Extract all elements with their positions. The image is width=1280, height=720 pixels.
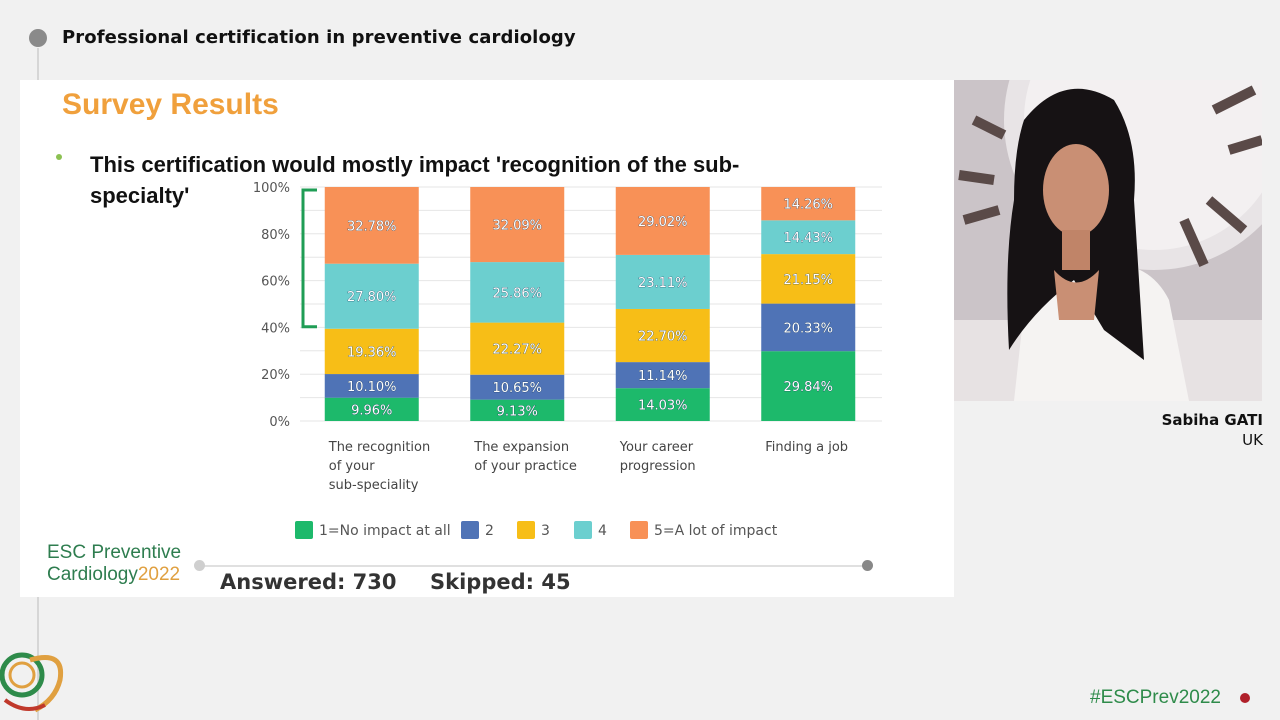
- speaker-video: [954, 80, 1262, 401]
- bar-segment: [324, 374, 419, 398]
- skipped-count: Skipped: 45: [430, 570, 571, 594]
- event-hashtag: #ESCPrev2022: [1090, 687, 1221, 708]
- bar-segment: [470, 262, 565, 323]
- category-label: The recognition: [328, 440, 430, 455]
- slide-title: Survey Results: [62, 88, 279, 121]
- answered-count: Answered: 730: [220, 570, 397, 594]
- stacked-bar-chart: 0% 20% 40% 60% 80% 100% 9.96% 10.10% 19.36% 27.80…: [253, 181, 882, 539]
- data-label: 32.09%: [492, 219, 542, 234]
- bar-segment: [761, 351, 856, 421]
- legend-label: 3: [541, 523, 550, 539]
- legend-swatch: [295, 521, 313, 539]
- congress-emblem-icon: [0, 652, 64, 713]
- speaker-name: Sabiha GATI: [1161, 411, 1263, 429]
- bar-segment: [615, 254, 710, 309]
- category-label: of your: [329, 459, 376, 474]
- speaker-video-frame: [954, 80, 1262, 401]
- legend-label: 5=A lot of impact: [654, 523, 778, 539]
- category-label: Finding a job: [765, 440, 848, 455]
- category-label: sub-speciality: [329, 478, 419, 493]
- session-title: Professional certification in preventive…: [62, 27, 576, 48]
- bar-segment: [470, 322, 565, 375]
- speaker-country: UK: [1242, 431, 1263, 449]
- progress-end-dot: [862, 560, 873, 571]
- legend-label: 1=No impact at all: [319, 523, 451, 539]
- data-label: 10.65%: [492, 381, 542, 396]
- category-label: progression: [620, 459, 696, 474]
- bar-segment: [615, 388, 710, 421]
- data-label: 25.86%: [492, 286, 542, 301]
- highlight-bracket: [301, 188, 317, 329]
- legend-label: 4: [598, 523, 607, 539]
- logo-year: 2022: [137, 564, 181, 585]
- legend-label: 2: [485, 523, 494, 539]
- data-label: 9.13%: [497, 404, 538, 419]
- logo-line2: Cardiology: [47, 564, 138, 585]
- bar-segment: [324, 187, 419, 264]
- category-label: Your career: [619, 440, 694, 455]
- bar-segment: [615, 362, 710, 389]
- legend-swatch: [574, 521, 592, 539]
- category-label: The expansion: [473, 440, 569, 455]
- bar-segment: [761, 254, 856, 304]
- bullet-icon: [56, 154, 62, 160]
- bar-segment: [324, 397, 419, 421]
- data-label: 29.84%: [783, 380, 833, 395]
- y-tick-label: 60%: [261, 275, 290, 290]
- data-label: 10.10%: [347, 380, 397, 395]
- bar-segment: [761, 220, 856, 255]
- timeline-dot: [29, 29, 47, 47]
- category-label: of your practice: [474, 459, 577, 474]
- y-tick-label: 20%: [261, 368, 290, 383]
- y-tick-label: 40%: [261, 321, 290, 336]
- bar-segment: [761, 303, 856, 352]
- data-label: 22.70%: [638, 330, 688, 345]
- data-label: 14.26%: [783, 198, 833, 213]
- data-label: 27.80%: [347, 290, 397, 305]
- data-label: 21.15%: [783, 273, 833, 288]
- presentation-slide: Survey Results This certification would …: [20, 80, 954, 597]
- progress-track: [200, 565, 868, 567]
- data-label: 29.02%: [638, 215, 688, 230]
- progress-start-dot: [194, 560, 205, 571]
- bar-segment: [470, 399, 565, 421]
- data-label: 14.03%: [638, 399, 688, 414]
- bar-segment: [470, 187, 565, 263]
- data-label: 32.78%: [347, 219, 397, 234]
- bar-segment: [761, 186, 856, 221]
- legend-swatch: [517, 521, 535, 539]
- bar-segment: [324, 328, 419, 375]
- data-label: 14.43%: [783, 231, 833, 246]
- legend-swatch: [630, 521, 648, 539]
- data-label: 9.96%: [351, 403, 392, 418]
- bar-segment: [615, 308, 710, 363]
- data-label: 22.27%: [492, 343, 542, 358]
- bar-segment: [470, 374, 565, 400]
- data-label: 11.14%: [638, 369, 688, 384]
- bar-segment: [324, 263, 419, 329]
- y-tick-label: 80%: [261, 228, 290, 243]
- bar-segment: [615, 187, 710, 255]
- legend-swatch: [461, 521, 479, 539]
- data-label: 20.33%: [783, 321, 833, 336]
- esc-preventive-logo: ESC Preventive Cardiology2022: [47, 542, 181, 586]
- logo-line1: ESC Preventive: [47, 542, 182, 563]
- slide-bullet: This certification would mostly impact '…: [90, 152, 740, 208]
- y-tick-label: 0%: [269, 415, 290, 430]
- data-label: 19.36%: [347, 345, 397, 360]
- y-tick-label: 100%: [253, 181, 290, 196]
- hashtag-dot: [1240, 693, 1250, 703]
- data-label: 23.11%: [638, 276, 688, 291]
